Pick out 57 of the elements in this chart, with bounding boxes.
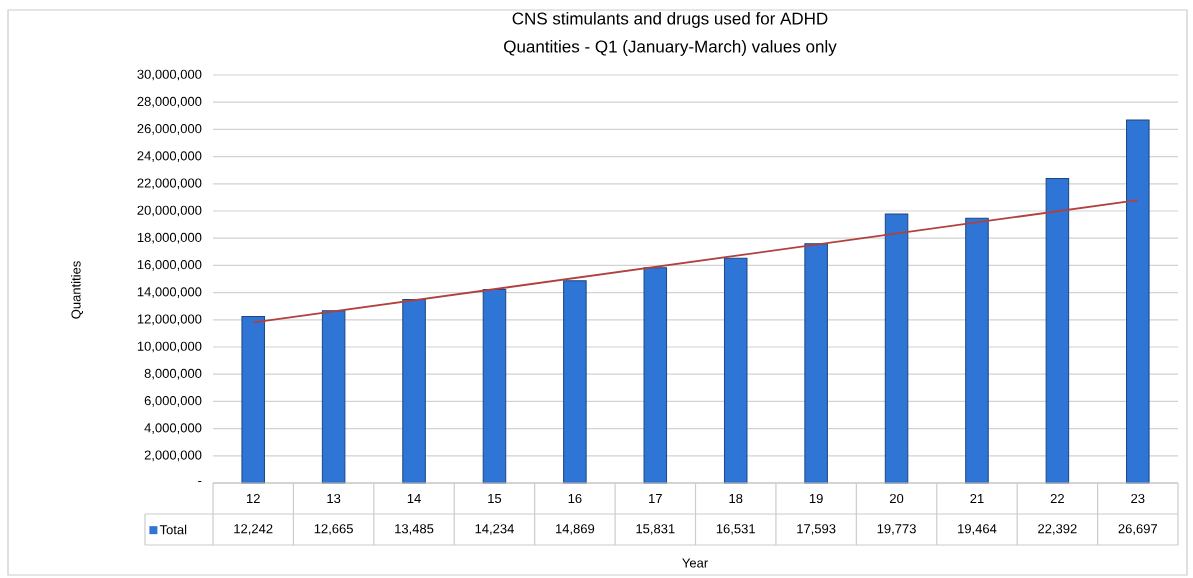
x-tick-label: 12 (246, 493, 260, 504)
bar (643, 267, 668, 484)
y-axis-title: Quantities (71, 261, 83, 319)
x-axis-title: Year (682, 558, 708, 568)
y-tick-label: 16,000,000 (137, 260, 202, 271)
y-tick-label: 24,000,000 (137, 151, 202, 162)
bar (321, 310, 346, 484)
y-tick-label: 10,000,000 (137, 341, 202, 353)
text: 22,392 (1038, 524, 1077, 535)
text: 12,242 (234, 524, 273, 535)
x-tick-label: 21 (970, 493, 984, 504)
text: 13,485 (395, 524, 434, 535)
x-tick-label: 22 (1050, 493, 1064, 504)
y-tick-label: 14,000,000 (137, 287, 202, 298)
y-tick-label: 2,000,000 (144, 450, 202, 462)
text: 15,831 (636, 524, 675, 535)
chart-title: CNS stimulants and drugs used for ADHD (512, 12, 828, 28)
x-tick-label: 17 (649, 494, 662, 503)
y-tick-label: 22,000,000 (137, 178, 202, 190)
bar (723, 257, 748, 484)
text: 14,234 (475, 524, 514, 535)
bar (965, 217, 989, 484)
bar (1126, 119, 1150, 484)
y-tick-label: 26,000,000 (137, 124, 202, 135)
y-tick-label: 4,000,000 (144, 423, 202, 434)
bar (402, 299, 426, 484)
x-tick-label: 18 (729, 493, 743, 504)
text: 12,665 (314, 524, 353, 535)
text: 26,697 (1118, 524, 1158, 535)
x-tick-label: 14 (407, 494, 421, 503)
x-tick-label: 13 (327, 493, 341, 504)
bar (563, 280, 587, 484)
x-tick-label: 19 (809, 493, 823, 504)
y-tick-label: 12,000,000 (137, 314, 202, 326)
x-tick-label: 23 (1131, 493, 1145, 504)
x-tick-label: 20 (889, 493, 904, 504)
y-tick-label: 20,000,000 (137, 205, 202, 217)
x-tick-label: 16 (568, 493, 582, 504)
y-tick-label: 8,000,000 (144, 368, 202, 380)
bar (804, 243, 828, 484)
chart-subtitle: Quantities - Q1 (January-March) values only (504, 40, 837, 56)
x-tick-label: 15 (488, 493, 502, 504)
text: 16,531 (716, 524, 755, 535)
y-tick-label: 6,000,000 (144, 396, 202, 407)
text: 19,464 (958, 524, 997, 535)
y-tick-label: - (198, 481, 202, 483)
text: 14,869 (556, 524, 595, 535)
bar (1045, 177, 1070, 484)
legend-label: Total (159, 524, 187, 535)
y-tick-label: 18,000,000 (137, 232, 202, 244)
bar (482, 288, 507, 484)
bar (241, 316, 265, 484)
y-tick-label: 30,000,000 (137, 69, 202, 81)
text: 17,593 (797, 524, 836, 535)
bar (884, 213, 909, 484)
y-tick-label: 28,000,000 (137, 96, 202, 108)
text: 19,773 (877, 524, 916, 535)
